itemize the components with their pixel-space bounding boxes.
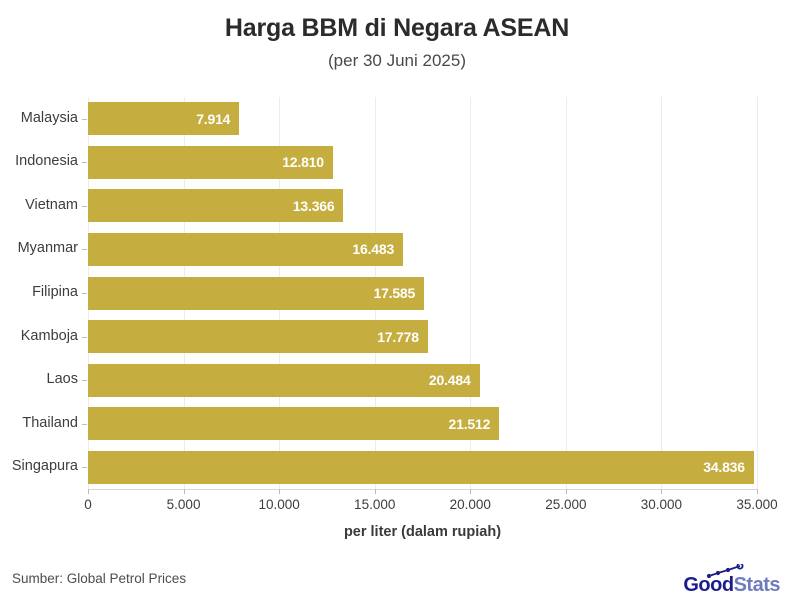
- y-axis-label: Malaysia: [20, 109, 78, 126]
- bar-row: 13.366: [88, 189, 757, 223]
- bar[interactable]: 20.484: [88, 363, 480, 397]
- bar[interactable]: 12.810: [88, 145, 333, 179]
- y-axis-tick: [82, 467, 87, 469]
- bar-value-label: 21.512: [448, 415, 491, 432]
- bar-row: 16.483: [88, 232, 757, 266]
- y-axis-label: Myanmar: [17, 240, 78, 257]
- sparkline-icon: [706, 564, 744, 579]
- bar[interactable]: 34.836: [88, 450, 754, 484]
- gridline: [565, 97, 567, 489]
- x-axis-tick-label: 10.000: [258, 497, 300, 512]
- y-axis-tick: [82, 205, 87, 207]
- x-axis-tick: [565, 489, 567, 494]
- goodstats-logo: GoodStats: [683, 563, 781, 596]
- bar[interactable]: 13.366: [88, 189, 344, 223]
- x-axis-tick: [88, 489, 89, 494]
- bar-row: 7.914: [88, 102, 757, 136]
- bar-row: 21.512: [88, 407, 757, 441]
- bar-row: 17.778: [88, 320, 757, 354]
- y-axis-tick: [82, 336, 87, 338]
- bar[interactable]: 21.512: [88, 407, 500, 441]
- bar-value-label: 17.585: [373, 285, 416, 301]
- y-axis-tick: [82, 293, 87, 294]
- y-axis-label: Thailand: [22, 414, 78, 431]
- y-axis-label: Vietnam: [25, 196, 78, 213]
- x-axis-tick: [183, 489, 185, 494]
- x-axis-tick-label: 15.000: [354, 497, 396, 512]
- y-axis-tick: [82, 118, 87, 120]
- gridline: [757, 97, 758, 489]
- y-axis-tick: [82, 423, 87, 425]
- logo-good-text: Good: [683, 574, 734, 596]
- bar-value-label: 34.836: [703, 459, 745, 476]
- bar-value-label: 16.483: [352, 241, 395, 258]
- gridline: [470, 97, 472, 489]
- x-axis-tick: [374, 489, 376, 494]
- bar-value-label: 20.484: [428, 372, 471, 389]
- x-axis-line: [88, 489, 757, 490]
- y-axis-tick: [82, 249, 87, 251]
- plot-area: 7.914 12.810 13.366 16.483 17.585 17.778 20.48…: [88, 97, 758, 489]
- y-axis-label: Kamboja: [20, 327, 78, 344]
- bar-value-label: 7.914: [196, 110, 231, 127]
- x-axis-tick: [470, 489, 472, 494]
- bar[interactable]: 7.914: [88, 102, 240, 136]
- x-axis-tick-label: 20.000: [449, 497, 491, 512]
- y-axis-label: Laos: [46, 371, 78, 388]
- bar-value-label: 17.778: [377, 328, 419, 345]
- x-axis-tick-label: 0: [84, 497, 92, 512]
- bar-value-label: 12.810: [282, 154, 324, 171]
- x-axis-tick: [757, 489, 758, 494]
- bar[interactable]: 17.778: [88, 320, 428, 354]
- y-axis-tick: [82, 380, 87, 382]
- bar[interactable]: 16.483: [88, 232, 404, 266]
- bar-row: 34.836: [88, 450, 757, 484]
- x-axis-tick: [661, 489, 663, 494]
- bar-row: 20.484: [88, 363, 757, 397]
- x-axis-tick: [279, 489, 281, 494]
- logo-stats-text: Stats: [733, 574, 781, 596]
- y-axis-label: Filipina: [32, 284, 78, 300]
- x-axis-tick-label: 30.000: [640, 497, 683, 512]
- gridline: [661, 97, 663, 489]
- x-axis-tick-label: 25.000: [545, 497, 587, 512]
- x-axis-tick-label: 5.000: [166, 497, 201, 512]
- x-axis-tick-label: 35.000: [736, 497, 778, 512]
- y-axis-label: Singapura: [11, 458, 78, 475]
- bar[interactable]: 17.585: [88, 276, 425, 310]
- bar-row: 17.585: [88, 276, 757, 310]
- y-axis-label: Indonesia: [15, 153, 78, 170]
- y-axis-labels: Malaysia Indonesia Vietnam Myanmar Filipina K…: [0, 0, 78, 603]
- x-axis-title: per liter (dalam rupiah): [343, 524, 502, 540]
- bar-row: 12.810: [88, 145, 757, 179]
- logo-text: GoodStats: [683, 564, 781, 596]
- source-note: Sumber: Global Petrol Prices: [12, 571, 187, 586]
- chart-header: Harga BBM di Negara ASEAN (per 30 Juni 2…: [0, 0, 794, 71]
- y-axis-tick: [82, 162, 87, 164]
- chart-title: Harga BBM di Negara ASEAN: [224, 14, 570, 42]
- chart-subtitle: (per 30 Juni 2025): [328, 51, 466, 70]
- bar-value-label: 13.366: [292, 197, 335, 214]
